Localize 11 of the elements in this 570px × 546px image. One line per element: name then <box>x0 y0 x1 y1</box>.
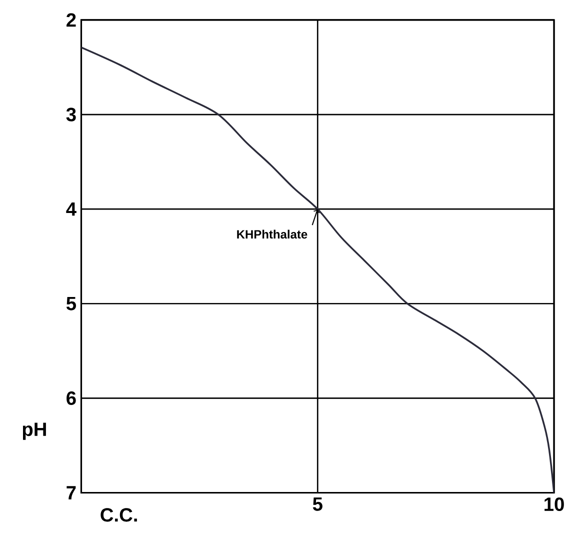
y-tick-label: 2 <box>66 13 76 27</box>
y-tick-label: 6 <box>66 391 76 405</box>
y-tick-label: 3 <box>66 108 76 122</box>
x-axis-title: C.C. <box>100 508 137 522</box>
y-tick-label: 5 <box>66 296 76 310</box>
x-tick-label: 10 <box>544 497 564 512</box>
y-tick-label: 7 <box>66 486 76 500</box>
y-axis-title: pH <box>22 422 46 440</box>
annotation: KHPhthalate <box>237 230 308 239</box>
y-tick-label: 4 <box>66 202 76 216</box>
line-series <box>81 46 554 493</box>
